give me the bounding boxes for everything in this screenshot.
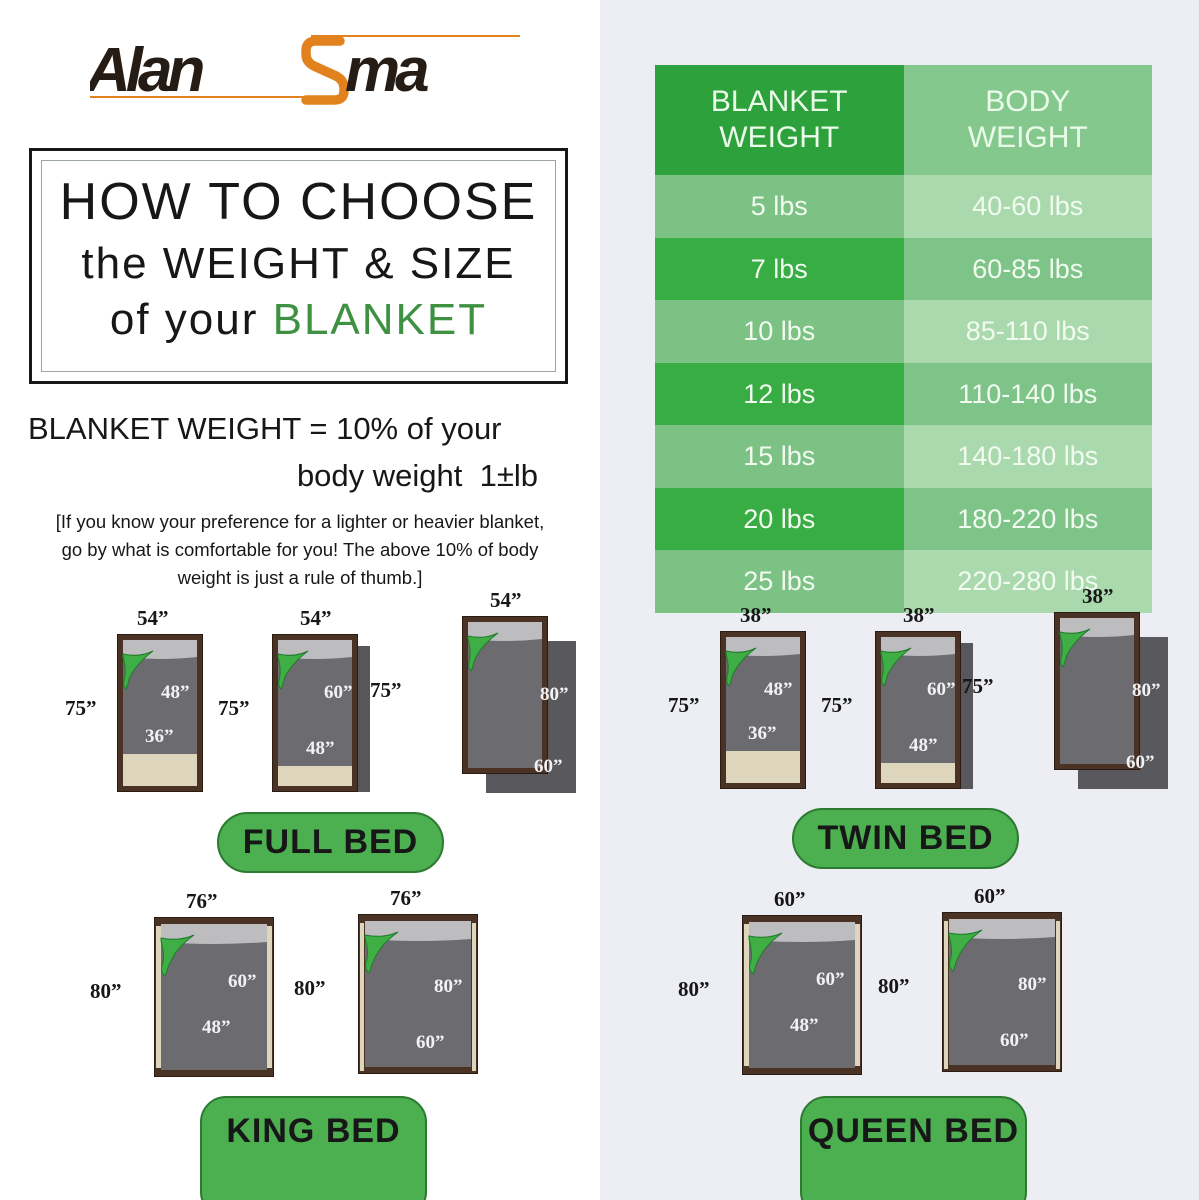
svg-text:ma: ma [345,36,428,105]
svg-text:Alan: Alan [90,36,203,105]
